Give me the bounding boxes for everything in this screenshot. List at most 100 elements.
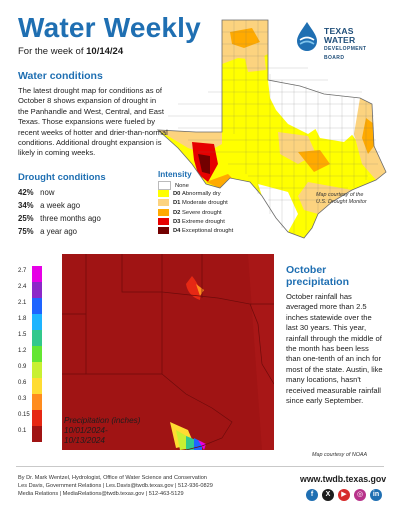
- page-title: Water Weekly: [18, 12, 201, 43]
- intensity-legend-item: None: [158, 181, 233, 190]
- precip-scale-segment: [32, 298, 42, 314]
- legend-label: Abnormally dry: [182, 191, 221, 198]
- precip-map-credit: Map courtesy of NOAA: [312, 452, 368, 458]
- precip-scale-label: 2.7: [18, 268, 27, 274]
- drought-stat-label: a year ago: [38, 227, 78, 236]
- social-glyph: in: [372, 491, 380, 498]
- intensity-heading: Intensity: [158, 170, 192, 179]
- social-glyph: X: [325, 491, 331, 498]
- linkedin-icon[interactable]: in: [370, 489, 382, 501]
- precip-scale-label: 0.9: [18, 364, 27, 370]
- legend-swatch: [158, 190, 169, 198]
- precip-scale-segment: [32, 330, 42, 346]
- footer-byline: By Dr. Mark Wentzel, Hydrologist, Office…: [18, 475, 207, 481]
- precip-map-caption: Precipitation (inches) 10/01/2024- 10/13…: [64, 416, 140, 446]
- footer-contact-media[interactable]: Media Relations | MediaRelations@twdb.te…: [18, 491, 184, 498]
- drought-stat-row: 75% a year ago: [18, 225, 148, 238]
- water-conditions-text: The latest drought map for conditions as…: [18, 86, 168, 158]
- youtube-icon[interactable]: ▶: [338, 489, 350, 501]
- precip-scale-segment: [32, 282, 42, 298]
- precip-caption-title: Precipitation (inches): [64, 416, 141, 425]
- precip-scale-segment: [32, 346, 42, 362]
- october-precip-heading: October precipitation: [286, 264, 349, 288]
- precip-scale-segment: [32, 362, 42, 378]
- instagram-icon[interactable]: ◎: [354, 489, 366, 501]
- logo-line1: TEXAS WATER: [324, 26, 356, 45]
- facebook-icon[interactable]: f: [306, 489, 318, 501]
- legend-swatch: [158, 199, 169, 207]
- week-prefix: For the week of: [18, 46, 87, 57]
- twdb-logo[interactable]: TEXAS WATER DEVELOPMENT BOARD: [292, 20, 384, 61]
- precip-scale-label: 1.8: [18, 316, 27, 322]
- intensity-legend-item: D3 Extreme drought: [158, 217, 233, 227]
- precip-caption-date2: 10/13/2024: [64, 436, 105, 445]
- legend-code: D1: [173, 200, 183, 207]
- october-precip-text: October rainfall has averaged more than …: [286, 292, 383, 406]
- legend-code: D2: [173, 209, 183, 216]
- precip-scale-segment: [32, 378, 42, 394]
- logo-line2: DEVELOPMENT BOARD: [324, 46, 367, 61]
- legend-swatch: [158, 217, 169, 225]
- footer-divider: [16, 466, 384, 467]
- drought-stat-row: 42% now: [18, 186, 148, 199]
- footer-contacts: By Dr. Mark Wentzel, Hydrologist, Office…: [18, 474, 298, 499]
- drought-credit-line1: Map courtesy of the: [316, 192, 364, 198]
- intensity-legend-item: D4 Exceptional drought: [158, 226, 234, 236]
- social-glyph: ◎: [356, 491, 364, 498]
- legend-swatch: [158, 181, 171, 190]
- precip-scale-label: 2.4: [18, 284, 27, 290]
- logo-text: TEXAS WATER DEVELOPMENT BOARD: [324, 27, 384, 63]
- intensity-legend-item: D0 Abnormally dry: [158, 190, 233, 199]
- week-subtitle: For the week of 10/14/24: [18, 46, 123, 57]
- legend-code: D0: [173, 191, 183, 198]
- intensity-legend-item: D1 Moderate drought: [158, 199, 233, 208]
- legend-code: D4: [173, 227, 183, 234]
- precip-scale-label: 1.5: [18, 332, 27, 338]
- legend-label: Moderate drought: [182, 200, 228, 207]
- drought-stats: 42% now 34% a week ago 25% three months ag…: [18, 186, 148, 238]
- precip-scale-segment: [32, 410, 42, 426]
- intensity-legend: None D0 Abnormally dry D1 Moderate drought…: [158, 181, 233, 236]
- precip-scale-segment: [32, 314, 42, 330]
- drought-stat-row: 25% three months ago: [18, 212, 148, 225]
- precipitation-map: [62, 254, 274, 450]
- legend-swatch: [158, 208, 169, 216]
- drought-conditions-heading: Drought conditions: [18, 172, 106, 183]
- precip-scale-label: 0.15: [18, 412, 30, 418]
- x-icon[interactable]: X: [322, 489, 334, 501]
- precip-scale-segment: [32, 426, 42, 442]
- drought-stat-value: 34%: [18, 201, 34, 210]
- october-heading-line2: precipitation: [286, 276, 350, 288]
- drought-map: [156, 19, 387, 239]
- week-date: 10/14/24: [86, 46, 124, 57]
- legend-label: Exceptional drought: [182, 227, 234, 234]
- legend-label: Extreme drought: [182, 218, 225, 225]
- drought-credit-line2: U.S. Drought Monitor: [316, 199, 367, 205]
- precip-scale-label: 1.2: [18, 348, 27, 354]
- precip-scale-segment: [32, 266, 42, 282]
- drought-stat-value: 25%: [18, 214, 34, 223]
- precip-caption-date1: 10/01/2024-: [64, 426, 108, 435]
- precip-scale-label: 0.6: [18, 380, 27, 386]
- drought-stat-value: 75%: [18, 227, 34, 236]
- precip-scale-label: 2.1: [18, 300, 27, 306]
- drought-stat-label: a week ago: [38, 201, 81, 210]
- social-glyph: f: [310, 491, 314, 498]
- precip-color-scale: 2.7 2.4 2.1 1.8 1.5 1.2 0.9 0.6 0.3 0.15 0.1: [18, 266, 58, 446]
- social-glyph: ▶: [341, 491, 347, 498]
- drought-stat-value: 42%: [18, 188, 34, 197]
- drought-map-credit: Map courtesy of the U.S. Drought Monitor: [316, 192, 386, 206]
- water-conditions-heading: Water conditions: [18, 70, 103, 82]
- footer-contact-gov-relations[interactable]: Les Davis, Government Relations | Les.Da…: [18, 483, 213, 490]
- drought-stat-label: three months ago: [38, 214, 101, 223]
- precip-scale-segment: [32, 394, 42, 410]
- legend-label: Severe drought: [182, 209, 222, 216]
- precip-scale-label: 0.3: [18, 396, 27, 402]
- intensity-legend-item: D2 Severe drought: [158, 208, 233, 218]
- precip-scale-label: 0.1: [18, 428, 27, 434]
- drought-stat-row: 34% a week ago: [18, 199, 148, 212]
- legend-swatch: [158, 226, 169, 234]
- legend-label: None: [175, 183, 189, 190]
- website-link[interactable]: www.twdb.texas.gov: [300, 474, 387, 484]
- twdb-drop-icon: [297, 22, 317, 51]
